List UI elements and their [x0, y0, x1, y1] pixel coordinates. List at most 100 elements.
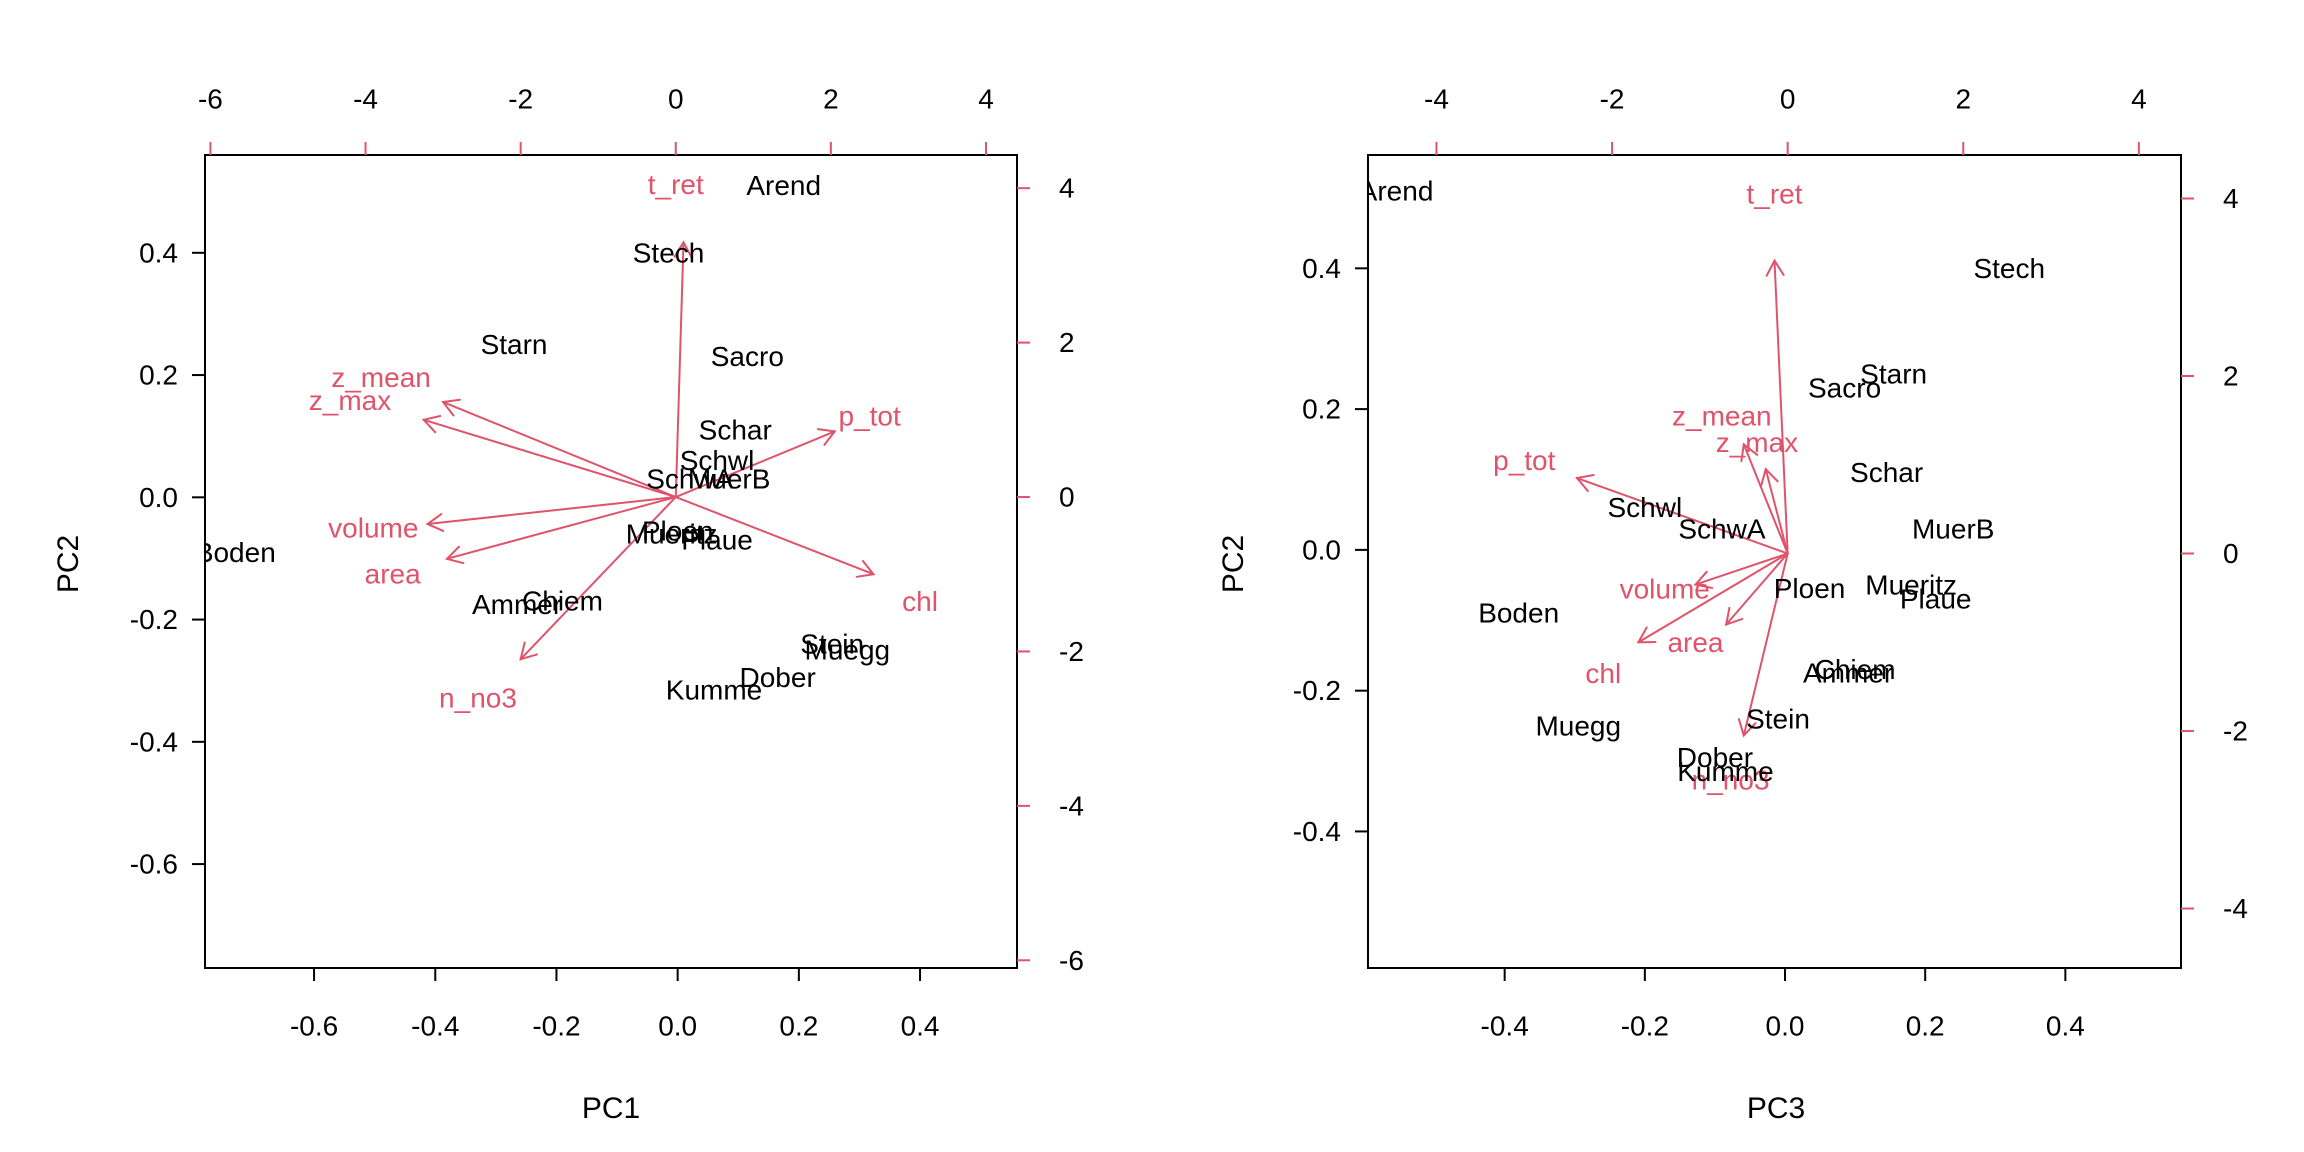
- arrow-head: [1724, 606, 1744, 627]
- observation-labels: Arend Stech Starn Sacro ScharSchwlSchwAMuerB…: [195, 170, 891, 705]
- observation-label: Stech: [1973, 253, 2045, 284]
- observation-label: Starn: [481, 329, 548, 360]
- x-tick-label: 0.2: [779, 1011, 818, 1042]
- arrow-head: [1737, 718, 1757, 738]
- right-tick-label: -6: [1059, 945, 1084, 976]
- top-tick-label: 2: [1955, 84, 1971, 115]
- loading-arrow-p-tot: [1575, 477, 1789, 555]
- x-tick-label: 0.2: [1906, 1011, 1945, 1042]
- x-tick-label: -0.4: [1481, 1011, 1529, 1042]
- x-tick-label: 0.4: [901, 1011, 940, 1042]
- loading-arrow-n-no3: [1742, 552, 1789, 737]
- top-tick-label: -2: [1600, 84, 1625, 115]
- y-tick-label: 0.0: [139, 482, 178, 513]
- observation-label: Schwl: [1607, 492, 1682, 523]
- observation-label: Ammer: [472, 589, 562, 620]
- observation-label: Mueritz: [1865, 570, 1957, 601]
- right-tick-label: 4: [1059, 173, 1075, 204]
- right-tick-label: -2: [2223, 716, 2248, 747]
- variable-label: p_tot: [839, 400, 901, 431]
- right-tick-label: 4: [2223, 183, 2239, 214]
- x-tick-label: -0.6: [290, 1011, 338, 1042]
- observation-label: Arend: [1359, 175, 1434, 206]
- observation-label: Sacro: [1808, 372, 1881, 403]
- loading-arrow-volume: [1694, 552, 1789, 586]
- y-tick-label: -0.2: [130, 604, 178, 635]
- observation-label: Stein: [1746, 703, 1810, 734]
- x-axis-label: PC3: [1747, 1092, 1805, 1125]
- variable-label: volume: [328, 512, 418, 543]
- x-tick-label: 0.0: [658, 1011, 697, 1042]
- variable-label: area: [365, 559, 421, 590]
- top-tick-label: 4: [2131, 84, 2147, 115]
- top-tick-label: 2: [823, 84, 839, 115]
- y-tick-label: 0.4: [139, 237, 178, 268]
- x-tick-label: 0.0: [1766, 1011, 1805, 1042]
- y-tick-label: 0.2: [1302, 394, 1341, 425]
- variable-label: z_mean: [331, 362, 431, 393]
- right-tick-label: 0: [2223, 538, 2239, 569]
- observation-label: Dober: [740, 662, 816, 693]
- top-tick-label: -6: [198, 84, 223, 115]
- observation-label: Kumme: [1677, 756, 1773, 787]
- x-tick-label: -0.2: [532, 1011, 580, 1042]
- right-tick-label: 2: [2223, 361, 2239, 392]
- biplot-panel-pc1-pc2: PC1 PC2 -0.6 -0.4 -0.2 0.0 0.2 0.4 -0.6 -0.4 -0.…: [52, 84, 1084, 1126]
- observation-label: Boden: [195, 537, 276, 568]
- observation-label: Ploen: [1774, 573, 1846, 604]
- arrow-head: [1636, 626, 1657, 644]
- variable-label: t_ret: [648, 169, 704, 200]
- y-axis-label: PC2: [52, 535, 85, 593]
- arrow-head: [855, 559, 876, 578]
- arrow-head: [421, 415, 442, 434]
- observation-label: Dober: [1677, 742, 1753, 773]
- arrow-head: [816, 428, 837, 446]
- loading-arrow-z-mean: [1742, 443, 1789, 555]
- observation-label: MuerB: [1912, 513, 1994, 544]
- observation-label: SchwA: [1678, 513, 1765, 544]
- right-tick-label: -4: [1059, 790, 1084, 821]
- observation-label: Ammer: [1803, 658, 1893, 689]
- observation-label: Schar: [699, 415, 772, 446]
- x-tick-label: 0.4: [2046, 1011, 2085, 1042]
- arrow-head: [445, 545, 465, 565]
- variable-label: n_no3: [439, 682, 517, 713]
- arrow-head: [441, 398, 461, 417]
- observation-label: Starn: [1860, 358, 1927, 389]
- y-tick-label: 0.2: [139, 360, 178, 391]
- y-tick-label: -0.6: [130, 849, 178, 880]
- y-axis-label: PC2: [1217, 535, 1250, 593]
- variable-label: volume: [1620, 574, 1710, 605]
- loading-arrow-z-mean: [442, 401, 677, 499]
- arrow-head: [1765, 258, 1785, 277]
- loading-arrow-area: [1725, 552, 1789, 626]
- variable-label: p_tot: [1493, 445, 1555, 476]
- loading-arrow-z-max: [422, 418, 677, 499]
- arrow-head: [1693, 570, 1714, 589]
- arrow-head: [1575, 474, 1595, 493]
- y-tick-label: 0.4: [1302, 253, 1341, 284]
- variable-label: t_ret: [1746, 179, 1802, 210]
- observation-label: Chiem: [522, 586, 603, 617]
- variable-label: z_mean: [1672, 400, 1772, 431]
- arrow-head: [1740, 442, 1759, 463]
- variable-label: area: [1667, 627, 1723, 658]
- loading-arrow-t-ret: [674, 241, 685, 499]
- observation-label: Muegg: [1535, 710, 1621, 741]
- variable-label: z_max: [1716, 427, 1798, 458]
- arrow-head: [425, 513, 445, 532]
- loading-arrow-area: [445, 496, 677, 560]
- loading-arrow-chl: [674, 496, 875, 576]
- observation-label: Schwl: [680, 445, 755, 476]
- plot-frame: [204, 154, 1018, 969]
- y-tick-label: -0.4: [1293, 816, 1341, 847]
- observation-label: Plaue: [681, 525, 753, 556]
- x-axis-label: PC1: [582, 1092, 640, 1125]
- loading-arrow-n-no3: [519, 496, 677, 661]
- right-tick-label: -2: [1059, 636, 1084, 667]
- top-tick-label: 0: [668, 84, 684, 115]
- observation-label: Plaue: [1900, 584, 1972, 615]
- biplot-panel-pc3-pc2: PC3 PC2 -0.4 -0.2 0.0 0.2 0.4 -0.4 -0.2 0.0 0.2 0…: [1217, 84, 2248, 1126]
- observation-label: Muegg: [805, 635, 891, 666]
